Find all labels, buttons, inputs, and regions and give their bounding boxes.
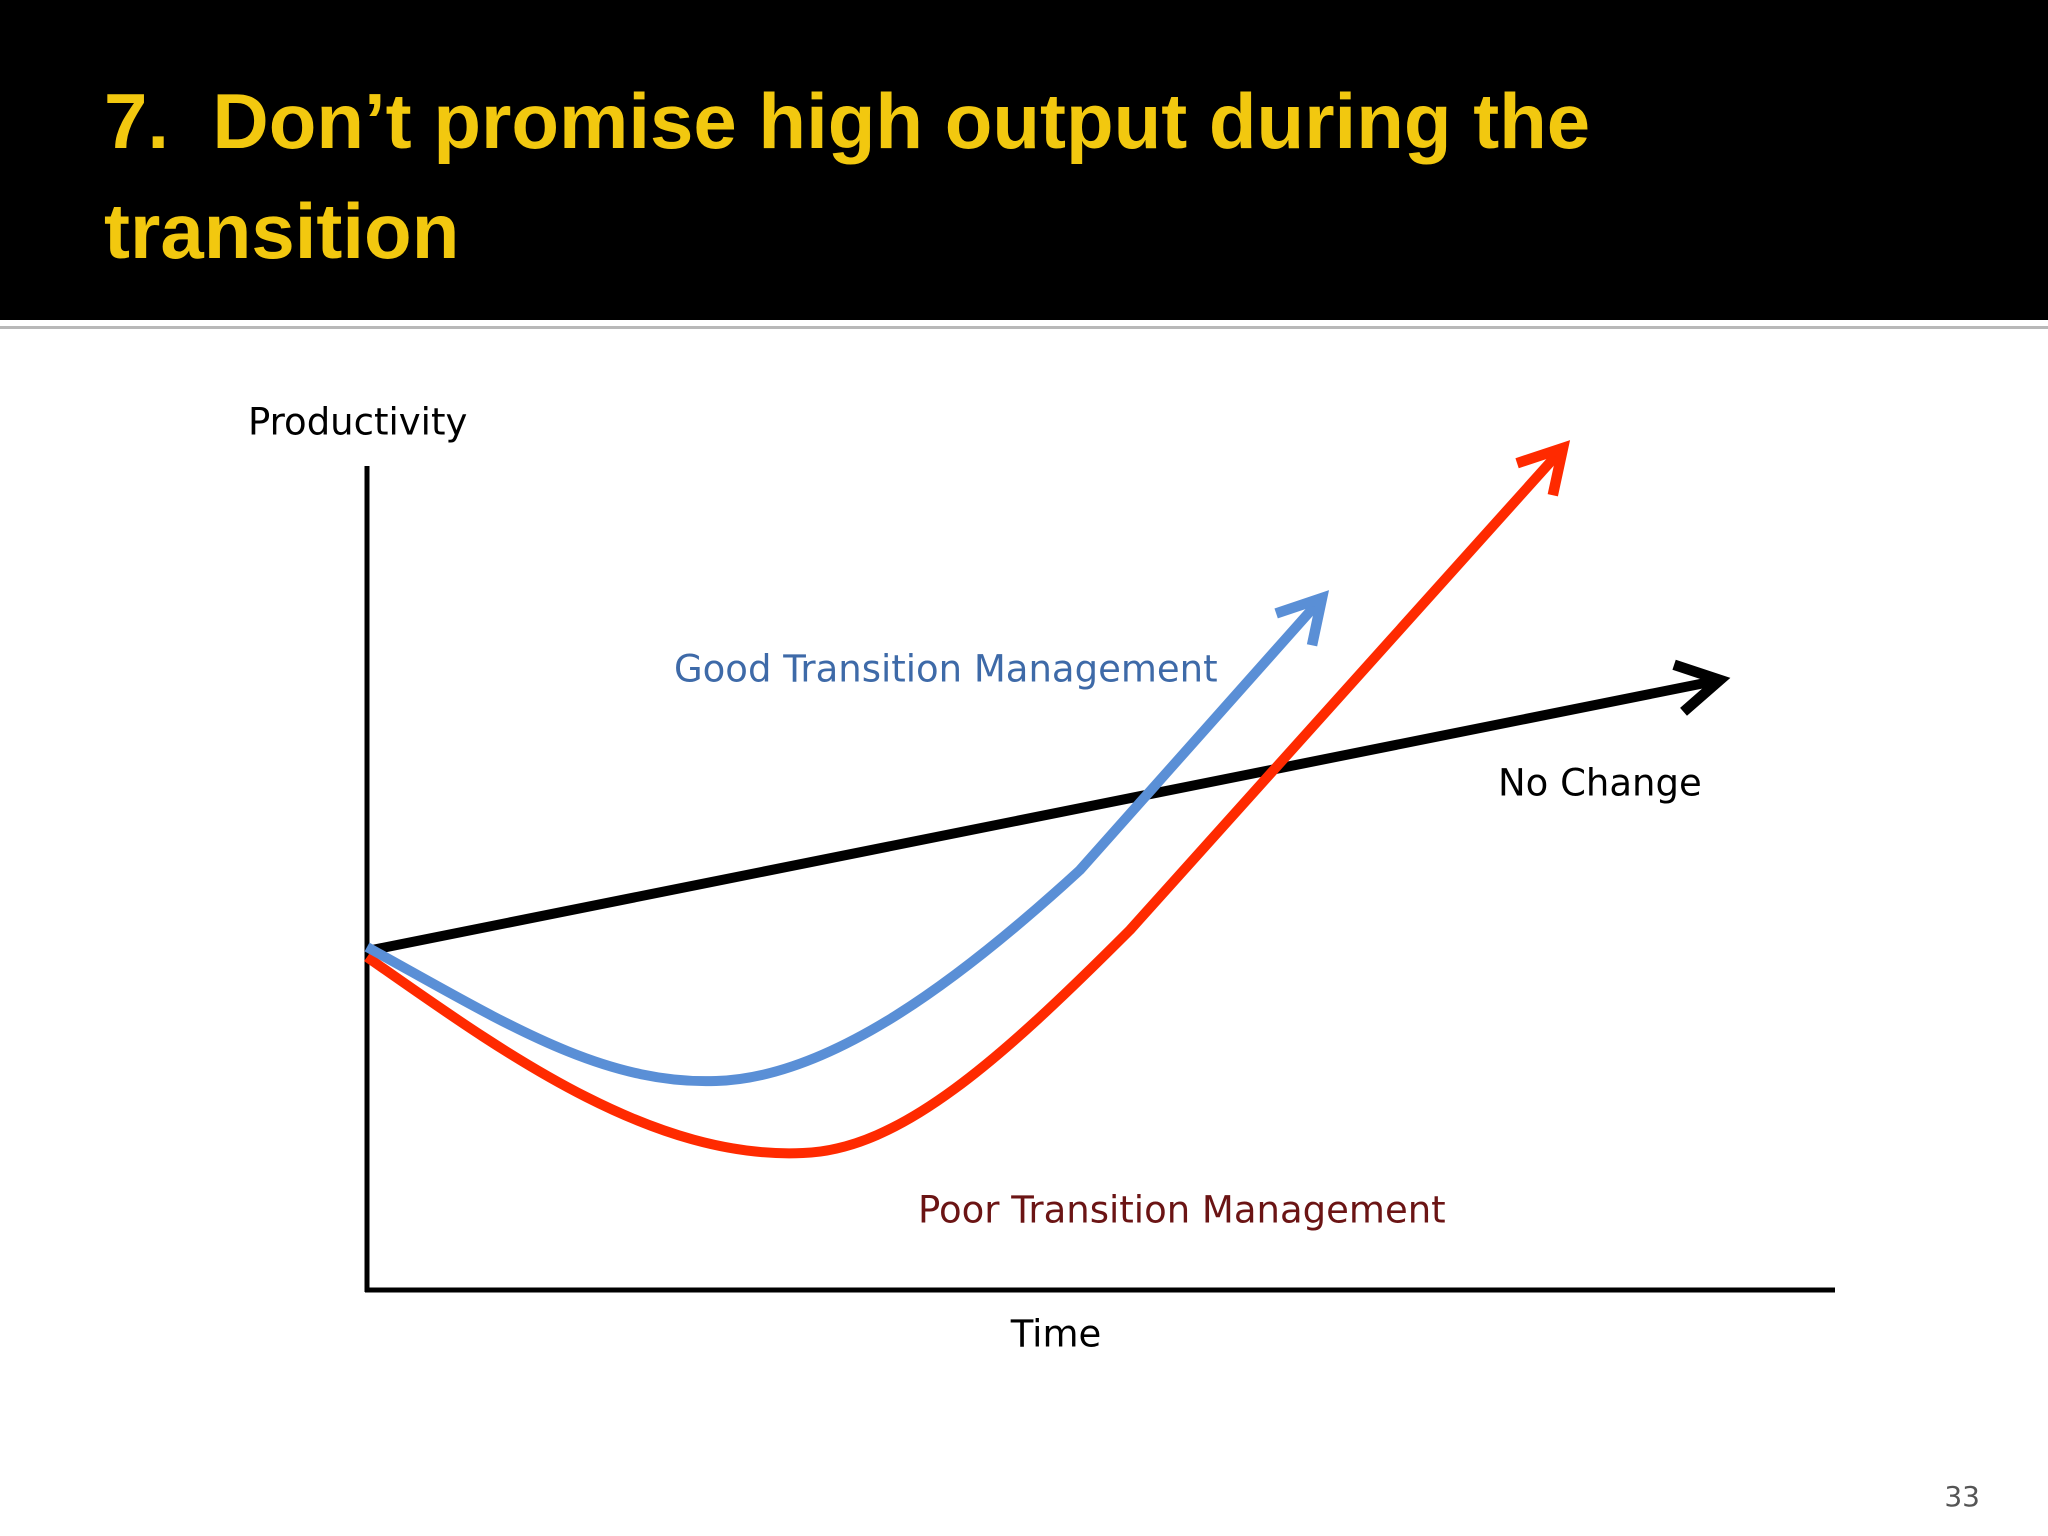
title-line: 7. Don’t promise high output during the <box>104 77 1591 165</box>
curve-label: No Change <box>1498 762 1702 805</box>
y-axis-label: Productivity <box>248 401 467 444</box>
curve-label: Good Transition Management <box>674 648 1218 691</box>
no-change-line <box>366 659 1731 956</box>
good-transition-curve <box>364 590 1330 1087</box>
x-axis-label: Time <box>1010 1313 1102 1356</box>
page-number: 33 <box>1944 1480 1980 1513</box>
curve-label: Poor Transition Management <box>918 1189 1446 1232</box>
divider <box>0 326 2048 329</box>
title-line: transition <box>104 187 460 275</box>
title-bar: 7. Don’t promise high output during the … <box>0 0 2048 320</box>
poor-transition-curve <box>364 440 1571 1159</box>
